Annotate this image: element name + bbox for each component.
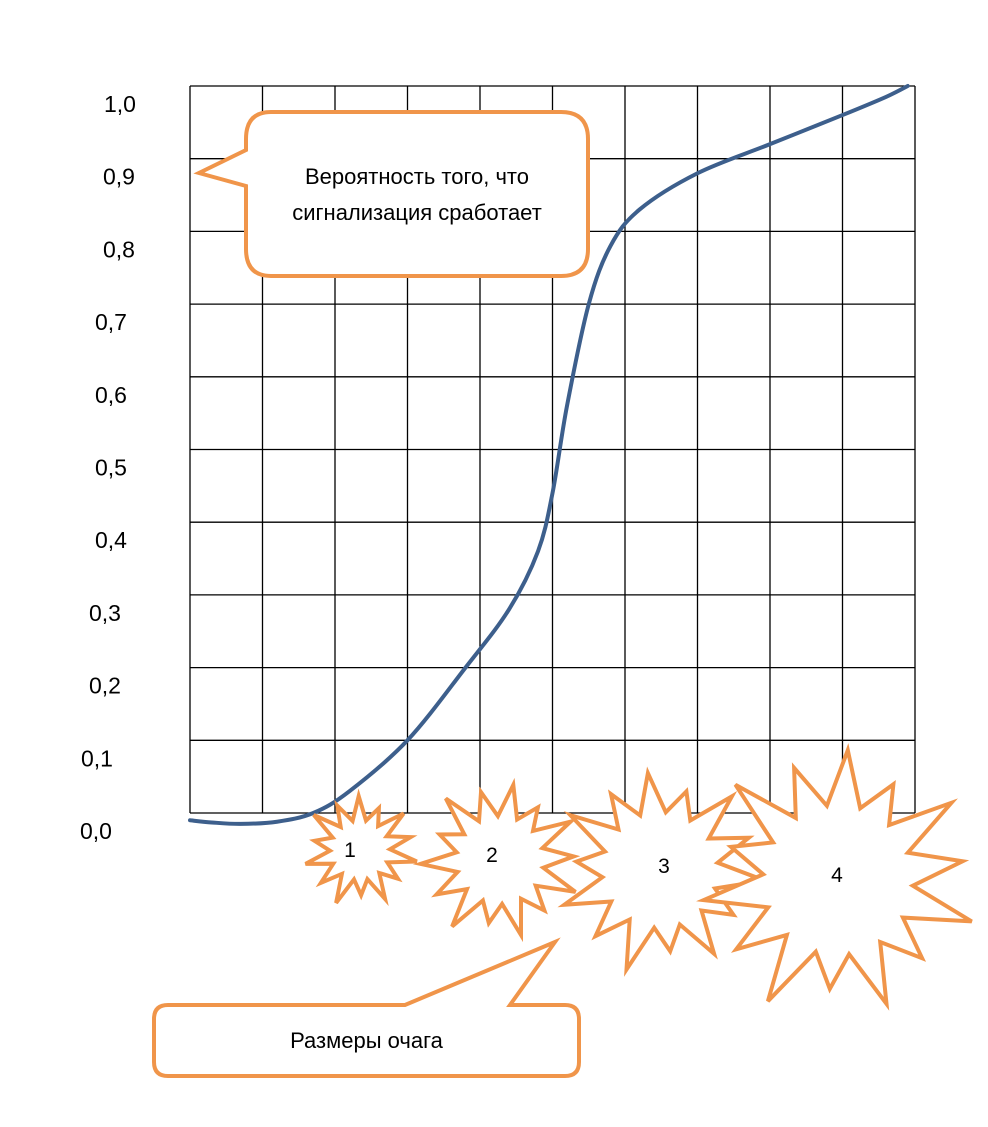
burst-shape-4 [696, 743, 973, 1011]
y-tick-label: 0,9 [103, 164, 135, 190]
probability-callout-line-1: Вероятность того, что [305, 164, 529, 189]
y-tick-label: 0,8 [103, 236, 135, 262]
y-tick-label: 0,4 [95, 527, 127, 553]
y-tick-label: 0,0 [80, 818, 112, 844]
burst-shape-1 [304, 788, 418, 907]
size-callout-text: Размеры очага [290, 1028, 443, 1053]
burst-shape-3 [557, 766, 773, 977]
size-callout-box [152, 937, 581, 1078]
probability-curve [188, 84, 910, 826]
probability-callout-box [193, 110, 590, 278]
y-tick-label: 1,0 [104, 91, 136, 117]
y-tick-label: 0,1 [81, 745, 113, 771]
burst-label-2: 2 [486, 844, 498, 867]
y-tick-label: 0,3 [89, 600, 121, 626]
burst-shape-2 [412, 777, 581, 943]
y-tick-label: 0,6 [95, 382, 127, 408]
probability-callout-text: Вероятность того, что сигнализация срабо… [250, 159, 584, 231]
burst-label-4: 4 [831, 864, 843, 887]
fire-size-bursts: 1 2 3 4 [304, 743, 973, 1011]
y-tick-label: 0,5 [95, 455, 127, 481]
burst-label-1: 1 [344, 839, 356, 862]
probability-callout-line-2: сигнализация сработает [292, 200, 542, 225]
y-tick-label: 0,2 [89, 673, 121, 699]
burst-label-3: 3 [658, 855, 670, 878]
y-tick-label: 0,7 [95, 309, 127, 335]
y-axis-tick-labels: 1,0 0,9 0,8 0,7 0,6 0,5 0,4 0,3 0,2 0,1 0,0 [80, 91, 136, 844]
